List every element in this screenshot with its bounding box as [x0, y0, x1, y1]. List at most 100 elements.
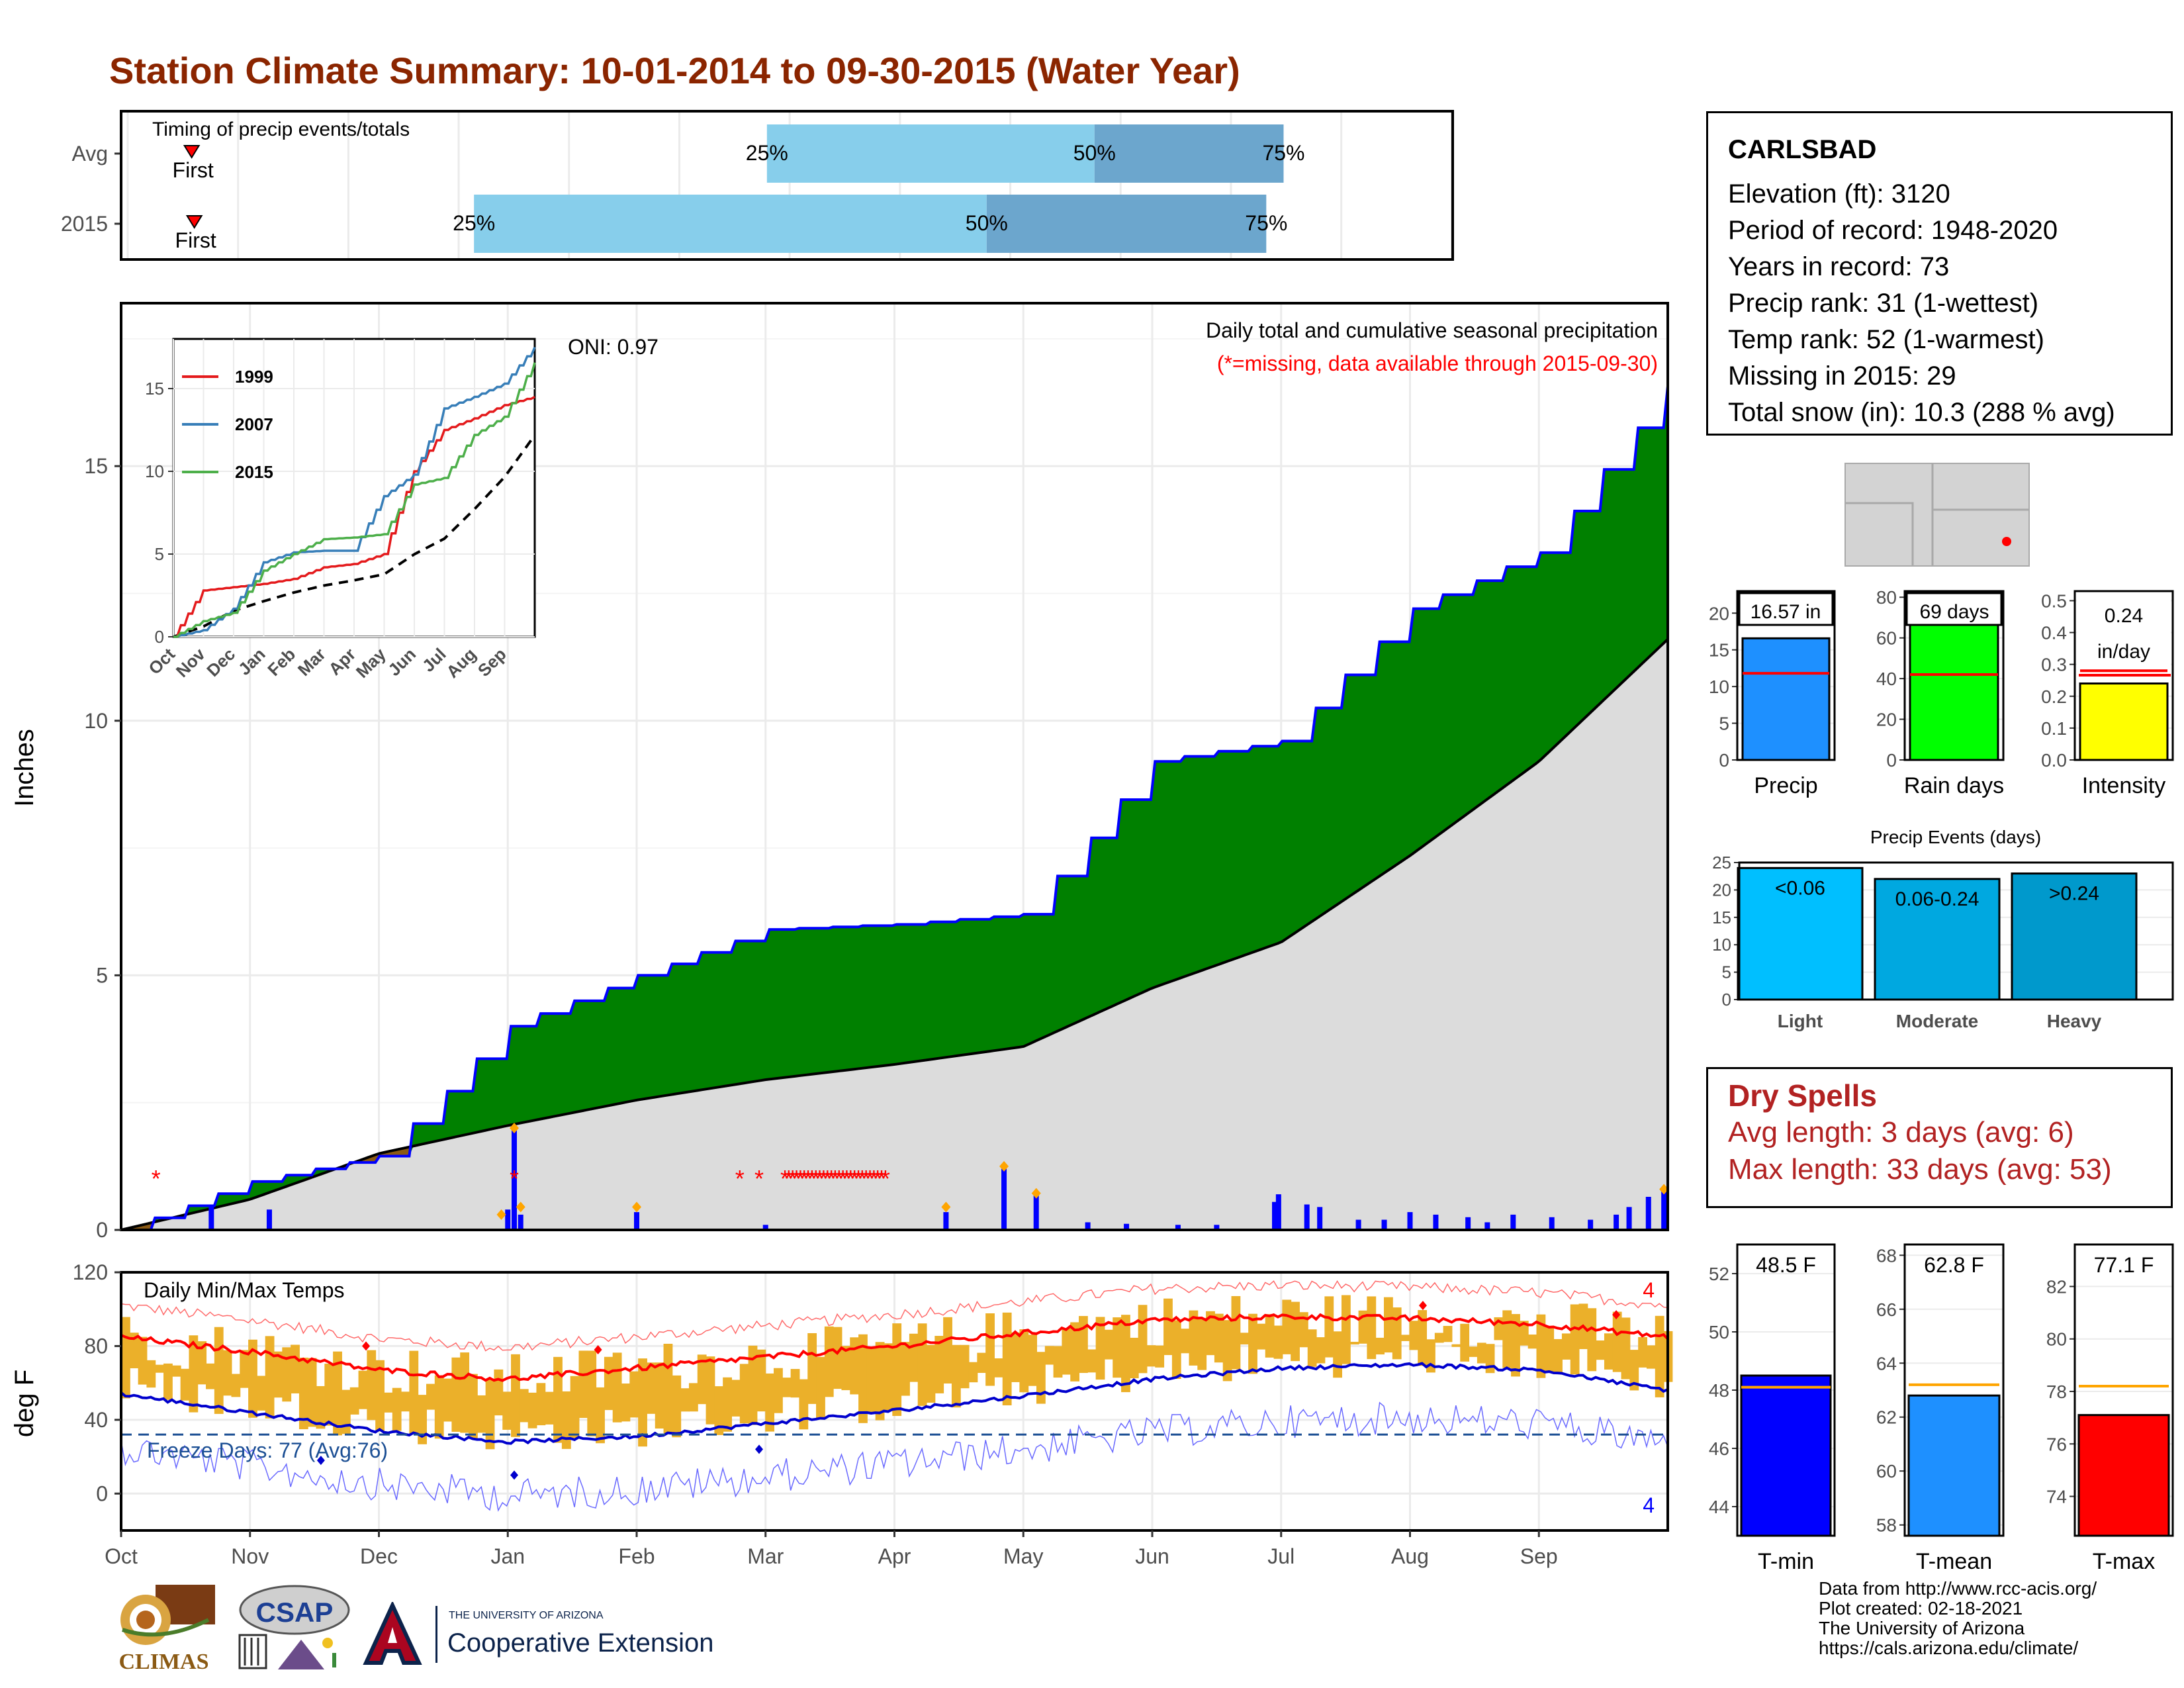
missing-star: *	[869, 1165, 878, 1192]
inset-average-line	[173, 434, 536, 638]
events-ytick-label: 10	[1712, 935, 1731, 955]
daily-temp-bar	[1646, 1345, 1656, 1369]
month-label: Jan	[490, 1544, 525, 1568]
daily-precip-bar	[1484, 1222, 1490, 1230]
rain-days-mini-border	[1903, 590, 2005, 761]
daily-temp-bar	[349, 1387, 359, 1415]
missing-star: *	[881, 1165, 890, 1192]
daily-precip-bar	[1661, 1189, 1667, 1230]
precip-ytick-label: 5	[96, 963, 108, 987]
daily-temp-bar	[1053, 1346, 1063, 1378]
station-name: CARLSBAD	[1728, 135, 1877, 164]
avg-max-temp-line	[120, 1313, 1669, 1382]
temp-mini-border	[1736, 1243, 1836, 1537]
station-snow: Total snow (in): 10.3 (288 % avg)	[1728, 398, 2115, 427]
dry-spells-max: Max length: 33 days (avg: 53)	[1728, 1153, 2112, 1186]
missing-star: *	[510, 1165, 519, 1192]
daily-temp-bar	[1155, 1345, 1165, 1368]
daily-temp-bar	[850, 1337, 860, 1395]
month-label: Jul	[1267, 1544, 1295, 1568]
climas-logo[interactable]: CLIMAS	[109, 1583, 218, 1676]
intensity-mini-value-box	[2077, 593, 2171, 666]
daily-temp-bar	[1206, 1311, 1215, 1356]
missing-star: *	[858, 1165, 867, 1192]
daily-temp-bar	[1511, 1314, 1520, 1377]
daily-temp-bar	[714, 1386, 724, 1435]
daily-temp-bar	[527, 1392, 537, 1429]
daily-temp-bar	[1536, 1314, 1546, 1378]
timing-first-label: First	[175, 228, 216, 252]
daily-temp-bar	[807, 1333, 817, 1404]
precip-panel-note: (*=missing, data available through 2015-…	[1217, 352, 1658, 375]
precip-mini-axis-label: Precip	[1754, 773, 1817, 798]
daily-temp-bar	[1282, 1299, 1292, 1354]
intensity-mini-ytick-label: 0.0	[2041, 750, 2067, 771]
precip-mini-bar	[1741, 637, 1831, 761]
precip-mini-ytick-label: 10	[1709, 677, 1729, 697]
missing-star: *	[735, 1165, 745, 1192]
timing-label-50: 50%	[966, 211, 1008, 235]
snow-marker-icon	[516, 1201, 525, 1213]
missing-star: *	[754, 1165, 764, 1192]
month-label: Jun	[1135, 1544, 1169, 1568]
daily-temp-bar	[723, 1377, 732, 1432]
oni-label: ONI: 0.97	[568, 335, 659, 359]
daily-temp-bar	[1307, 1329, 1317, 1367]
missing-star: *	[152, 1165, 161, 1192]
daily-temp-bar	[621, 1383, 631, 1422]
daily-temp-bar	[1095, 1317, 1105, 1380]
timing-first-label: First	[173, 158, 214, 182]
temp-mini-ytick-label: 74	[2046, 1487, 2067, 1507]
daily-temp-bar	[917, 1323, 927, 1406]
rain-days-mini-ytick-label: 40	[1876, 669, 1897, 689]
station-missing: Missing in 2015: 29	[1728, 361, 1956, 391]
temp-mini-value-label: 77.1 F	[2094, 1253, 2154, 1277]
daily-temp-bar	[197, 1341, 207, 1385]
daily-temp-bar	[400, 1391, 410, 1412]
daily-temp-bar	[341, 1389, 351, 1434]
daily-temp-bar	[561, 1391, 571, 1449]
ua-cooperative-extension-logo[interactable]: THE UNIVERSITY OF ARIZONA Cooperative Ex…	[363, 1602, 747, 1668]
temp-mini-ytick-label: 66	[1876, 1299, 1897, 1320]
map-state-border	[1845, 502, 1914, 566]
daily-temp-bar	[1545, 1325, 1555, 1374]
missing-star: *	[811, 1165, 821, 1192]
daily-temp-bar	[756, 1349, 766, 1412]
temp-mini-ytick-label: 48	[1709, 1380, 1729, 1401]
daily-temp-bar	[578, 1350, 588, 1418]
daily-temp-bar	[1002, 1312, 1012, 1405]
daily-temp-bar	[256, 1376, 266, 1411]
daily-temp-bar	[1469, 1346, 1478, 1357]
footer-credits: Data from http://www.rcc-acis.org/ Plot …	[1819, 1579, 2097, 1658]
events-title: Precip Events (days)	[1870, 827, 2041, 847]
daily-precip-bar	[1175, 1225, 1181, 1230]
daily-temp-bar	[1349, 1342, 1359, 1345]
daily-temp-bar	[265, 1336, 275, 1419]
temp-ytick-label: 80	[84, 1334, 108, 1358]
daily-precip-bar	[1033, 1193, 1039, 1230]
daily-precip-bar	[1549, 1217, 1555, 1230]
footer-line-created: Plot created: 02-18-2021	[1819, 1598, 2023, 1618]
timing-row-label: Avg	[71, 142, 108, 165]
daily-precip-bar	[1355, 1219, 1361, 1230]
daily-temp-bar	[1400, 1335, 1410, 1341]
station-location-marker	[2002, 537, 2011, 546]
daily-temp-bar	[1502, 1310, 1512, 1368]
timing-clip-mask	[1454, 110, 1692, 262]
daily-temp-bar	[1214, 1313, 1224, 1363]
daily-temp-bar	[418, 1395, 427, 1444]
daily-temp-bar	[409, 1350, 419, 1434]
daily-temp-bar	[1604, 1333, 1614, 1370]
station-years: Years in record: 73	[1728, 252, 1950, 281]
intensity-mini-ytick-label: 0.2	[2041, 686, 2067, 707]
dry-spells-box: Dry Spells Avg length: 3 days (avg: 6) M…	[1706, 1067, 2173, 1208]
precip-mini-ytick-label: 20	[1709, 603, 1729, 624]
daily-temp-bar	[688, 1383, 698, 1412]
missing-star: *	[823, 1165, 832, 1192]
precip-ylabel: Inches	[10, 729, 39, 807]
csap-logo[interactable]: CSAP	[232, 1583, 351, 1683]
temp-mini-bar	[2077, 1414, 2170, 1537]
daily-temp-bar	[1561, 1333, 1571, 1360]
daily-temp-bar	[536, 1383, 546, 1426]
precip-mini-ytick-label: 5	[1719, 714, 1729, 734]
